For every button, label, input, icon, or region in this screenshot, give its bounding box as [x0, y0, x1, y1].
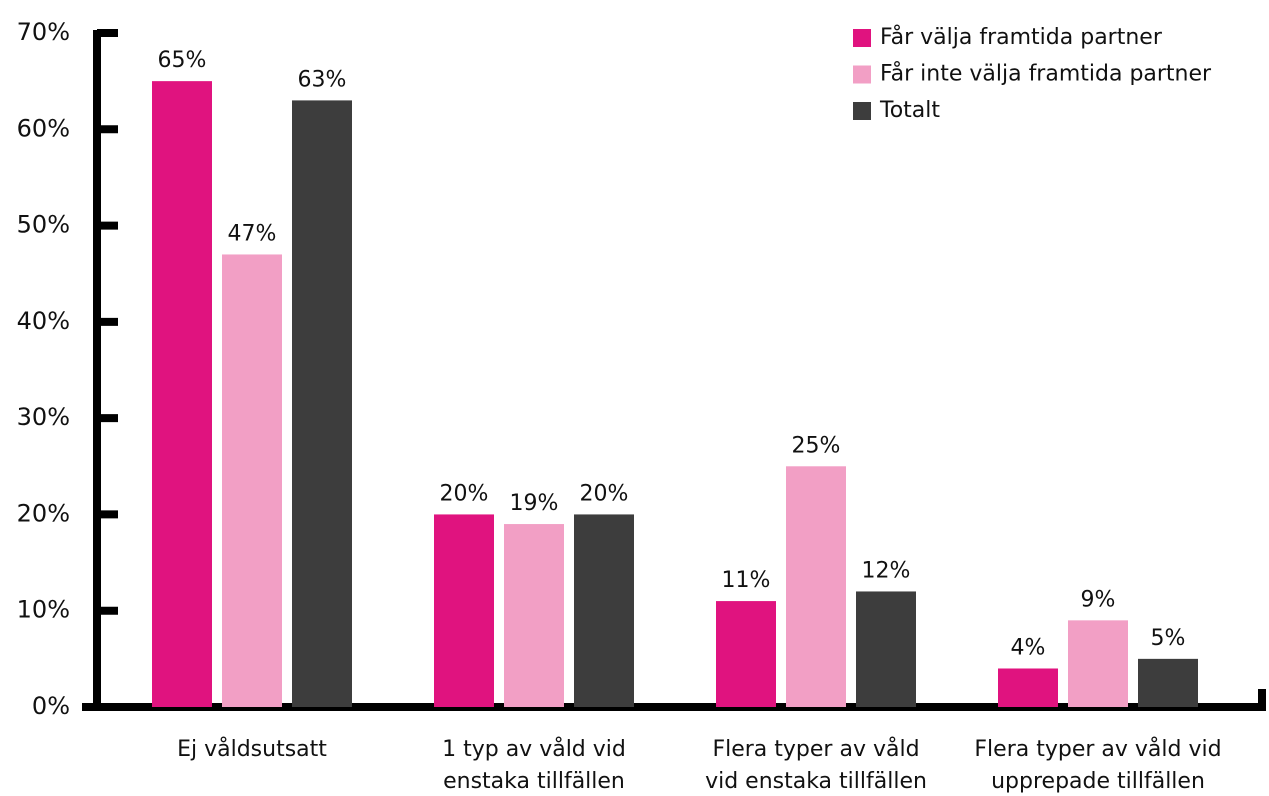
x-tick-label: upprepade tillfällen [991, 769, 1205, 794]
y-tick-label: 20% [17, 499, 70, 527]
bar [222, 254, 282, 707]
x-tick-label: enstaka tillfällen [443, 769, 625, 794]
data-label: 63% [298, 67, 347, 92]
data-label: 25% [792, 433, 841, 458]
legend-label: Får välja framtida partner [880, 24, 1163, 50]
data-label: 5% [1151, 626, 1186, 651]
data-label: 19% [510, 491, 559, 516]
x-tick-label: Flera typer av våld vid [974, 736, 1221, 762]
y-tick-label: 40% [17, 307, 70, 335]
data-label: 9% [1081, 587, 1116, 612]
x-tick-label: vid enstaka tillfällen [705, 769, 927, 794]
bar [504, 524, 564, 707]
bar [716, 601, 776, 707]
data-label: 65% [158, 48, 207, 73]
y-tick-label: 30% [17, 403, 70, 431]
data-label: 12% [862, 558, 911, 583]
bar [1138, 658, 1198, 707]
bar [786, 466, 846, 707]
data-label: 47% [228, 221, 277, 246]
bar [574, 514, 634, 707]
x-tick-label: Ej våldsutsatt [177, 736, 327, 762]
data-label: 20% [580, 481, 629, 506]
x-tick-label: 1 typ av våld vid [442, 736, 626, 762]
bar [998, 668, 1058, 707]
legend-swatch [853, 65, 871, 84]
bar [292, 100, 352, 707]
x-tick-label: Flera typer av våld [712, 736, 919, 762]
y-tick-label: 50% [17, 211, 70, 239]
bar [856, 591, 916, 707]
bar [1068, 620, 1128, 707]
data-label: 20% [440, 481, 489, 506]
data-label: 4% [1011, 635, 1046, 660]
bar [434, 514, 494, 707]
y-tick-label: 10% [17, 596, 70, 624]
legend-swatch [853, 102, 871, 120]
y-tick-label: 0% [32, 692, 70, 720]
legend-label: Får inte välja framtida partner [880, 61, 1212, 87]
bar [152, 81, 212, 707]
legend-swatch [853, 29, 871, 47]
y-tick-label: 70% [17, 18, 70, 46]
legend-label: Totalt [879, 98, 940, 123]
y-tick-label: 60% [17, 114, 70, 142]
data-label: 11% [722, 568, 771, 593]
